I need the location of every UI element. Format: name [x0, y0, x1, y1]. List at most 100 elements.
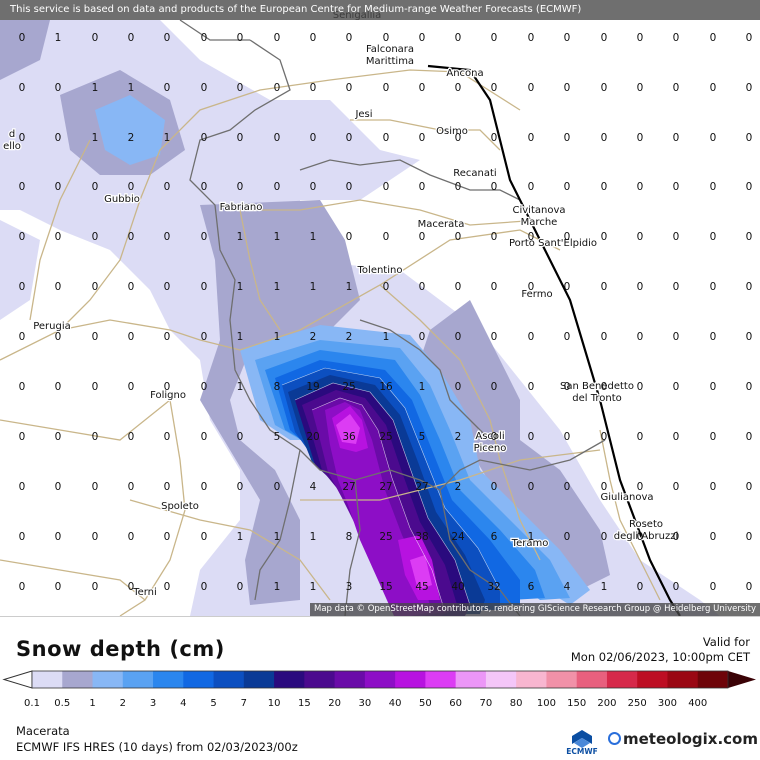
grid-value: 0 — [491, 431, 498, 443]
grid-value: 0 — [710, 531, 717, 543]
grid-value: 8 — [346, 531, 353, 543]
grid-value: 0 — [455, 381, 462, 393]
city-label: Falconara — [365, 43, 416, 57]
grid-value: 1 — [310, 531, 317, 543]
grid-value: 32 — [487, 581, 500, 593]
grid-value: 0 — [201, 82, 208, 94]
grid-value: 0 — [528, 82, 535, 94]
grid-value: 0 — [201, 32, 208, 44]
grid-value: 0 — [564, 132, 571, 144]
grid-value: 0 — [491, 231, 498, 243]
grid-value: 2 — [455, 481, 462, 493]
city-label: Terni — [131, 586, 158, 600]
meteologix-logo-icon — [608, 732, 621, 745]
meteologix-logo[interactable]: meteologix.com — [608, 730, 758, 748]
grid-value: 1 — [274, 231, 281, 243]
scale-tick-label: 7 — [241, 698, 247, 709]
grid-value: 0 — [491, 281, 498, 293]
scale-swatch — [153, 671, 184, 688]
grid-value: 0 — [419, 82, 426, 94]
scale-tick-label: 0.1 — [24, 698, 40, 709]
grid-value: 0 — [274, 181, 281, 193]
snow-depth-map[interactable]: SenigalliaFalconaraMarittimaAnconaJesiOs… — [0, 0, 760, 616]
scale-swatch — [697, 671, 729, 688]
grid-value: 0 — [528, 181, 535, 193]
grid-value: 0 — [455, 132, 462, 144]
grid-value: 0 — [710, 331, 717, 343]
grid-value: 0 — [55, 281, 62, 293]
grid-value: 0 — [128, 331, 135, 343]
svg-text:Fermo: Fermo — [521, 289, 552, 300]
grid-value: 45 — [415, 581, 428, 593]
grid-value: 0 — [746, 231, 753, 243]
grid-value: 1 — [419, 381, 426, 393]
grid-value: 0 — [237, 481, 244, 493]
grid-value: 40 — [451, 581, 464, 593]
grid-value: 0 — [310, 132, 317, 144]
grid-value: 0 — [92, 32, 99, 44]
scale-tick-label: 70 — [480, 698, 493, 709]
city-label: Jesi — [353, 108, 374, 122]
grid-value: 0 — [673, 181, 680, 193]
scale-swatch — [92, 671, 124, 688]
grid-value: 0 — [637, 281, 644, 293]
grid-value: 15 — [379, 581, 392, 593]
grid-value: 0 — [637, 181, 644, 193]
grid-value: 0 — [164, 431, 171, 443]
svg-text:Gubbio: Gubbio — [104, 194, 140, 205]
grid-value: 0 — [564, 82, 571, 94]
grid-value: 0 — [19, 481, 26, 493]
svg-text:Piceno: Piceno — [474, 443, 507, 454]
city-label: Teramo — [509, 537, 549, 551]
grid-value: 0 — [673, 132, 680, 144]
grid-value: 0 — [491, 481, 498, 493]
svg-text:Falconara: Falconara — [366, 44, 414, 55]
grid-value: 0 — [673, 481, 680, 493]
grid-value: 0 — [637, 331, 644, 343]
grid-value: 1 — [310, 281, 317, 293]
grid-value: 0 — [201, 581, 208, 593]
grid-value: 38 — [415, 531, 428, 543]
grid-value: 0 — [673, 531, 680, 543]
svg-text:Ancona: Ancona — [446, 68, 483, 79]
grid-value: 0 — [637, 231, 644, 243]
city-label: Ancona — [445, 67, 485, 81]
grid-value: 24 — [451, 531, 465, 543]
grid-value: 0 — [164, 231, 171, 243]
svg-text:Osimo: Osimo — [436, 126, 468, 137]
scale-tick-label: 40 — [389, 698, 402, 709]
grid-value: 0 — [346, 181, 353, 193]
grid-value: 0 — [746, 531, 753, 543]
svg-text:Tolentino: Tolentino — [357, 265, 403, 276]
scale-swatch — [546, 671, 578, 688]
grid-value: 2 — [346, 331, 353, 343]
grid-value: 0 — [564, 281, 571, 293]
grid-value: 6 — [491, 531, 498, 543]
grid-value: 8 — [274, 381, 281, 393]
city-label: ello — [2, 140, 22, 154]
svg-text:Ascoli: Ascoli — [475, 431, 504, 442]
grid-value: 0 — [673, 581, 680, 593]
ecmwf-notice-banner: This service is based on data and produc… — [0, 0, 760, 20]
grid-value: 0 — [710, 82, 717, 94]
grid-value: 0 — [673, 32, 680, 44]
grid-value: 0 — [710, 231, 717, 243]
grid-value: 0 — [637, 381, 644, 393]
grid-value: 0 — [19, 82, 26, 94]
city-label: Piceno — [472, 442, 507, 456]
grid-value: 0 — [637, 132, 644, 144]
grid-value: 0 — [637, 82, 644, 94]
grid-value: 0 — [201, 481, 208, 493]
grid-value: 0 — [528, 381, 535, 393]
grid-value: 1 — [237, 531, 244, 543]
city-label: Foligno — [149, 389, 187, 403]
grid-value: 0 — [128, 32, 135, 44]
grid-value: 0 — [128, 181, 135, 193]
map-attribution[interactable]: Map data © OpenStreetMap contributors, r… — [310, 603, 760, 616]
svg-text:Porto Sant'Elpidio: Porto Sant'Elpidio — [509, 238, 597, 249]
grid-value: 1 — [128, 82, 135, 94]
city-label: Recanati — [452, 167, 498, 181]
scale-tick-label: 50 — [419, 698, 432, 709]
grid-value: 0 — [383, 82, 390, 94]
grid-value: 0 — [455, 231, 462, 243]
